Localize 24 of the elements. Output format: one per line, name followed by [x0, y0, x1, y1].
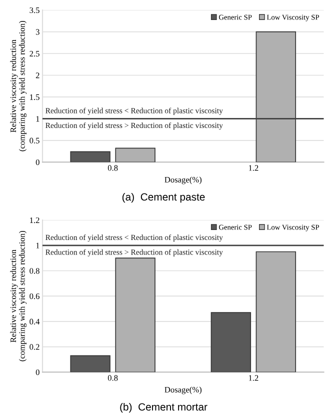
- text: (a) Cement paste: [122, 192, 205, 203]
- bar: [210, 312, 252, 372]
- y-tick-label: 0.6: [30, 293, 40, 300]
- x-axis-title: Dosage(%): [164, 386, 202, 394]
- y-tick-label: 0.2: [30, 344, 40, 350]
- y-tick-label: 1.2: [30, 217, 40, 224]
- bar: [70, 355, 110, 372]
- y-tick-label: 1: [36, 116, 40, 122]
- y-tick-label: 0.4: [30, 318, 40, 324]
- y-tick-label: 0.8: [30, 268, 40, 274]
- y-tick-label: 1.5: [30, 94, 40, 100]
- x-axis-title: Dosage(%): [164, 176, 202, 184]
- y-tick-label: 0.5: [30, 138, 40, 144]
- y-tick-label: 0: [36, 159, 40, 166]
- y-tick-label: 0: [36, 369, 40, 376]
- bar: [70, 151, 110, 162]
- y-tick-label: 3.5: [30, 7, 40, 14]
- y-tick-label: 1: [36, 242, 40, 248]
- y-tick-label: 2: [36, 72, 40, 78]
- y-tick-label: 2.5: [30, 50, 40, 57]
- text: (b) Cement mortar: [120, 402, 208, 413]
- y-tick-label: 3: [36, 29, 40, 35]
- y-axis-title: Relative viscosity reduction (comparing with yield stress reduction): [10, 230, 27, 362]
- y-axis-title: Relative viscosity reduction (comparing with yield stress reduction): [10, 20, 27, 152]
